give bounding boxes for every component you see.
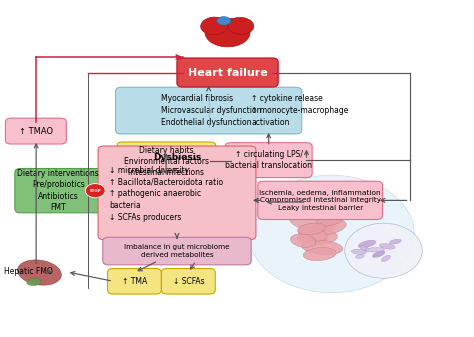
Ellipse shape (312, 220, 346, 235)
Text: Heart failure: Heart failure (188, 67, 267, 78)
Circle shape (85, 184, 105, 198)
Ellipse shape (356, 254, 364, 258)
Ellipse shape (297, 230, 337, 245)
Ellipse shape (365, 247, 384, 252)
Text: Dietary interventions
Pre/probiotics
Antibiotics
FMT: Dietary interventions Pre/probiotics Ant… (18, 169, 99, 212)
Ellipse shape (373, 251, 385, 257)
Ellipse shape (389, 239, 401, 244)
Ellipse shape (351, 249, 366, 254)
Ellipse shape (201, 17, 228, 35)
Text: ↑ TMAO: ↑ TMAO (19, 127, 53, 135)
Ellipse shape (358, 240, 376, 248)
FancyBboxPatch shape (116, 87, 302, 134)
FancyBboxPatch shape (258, 181, 383, 219)
Ellipse shape (205, 18, 250, 47)
Circle shape (249, 175, 414, 293)
Circle shape (345, 223, 422, 278)
Text: ↑ circulating LPS/
bacterial translocation: ↑ circulating LPS/ bacterial translocati… (225, 150, 312, 170)
Ellipse shape (382, 255, 391, 262)
Ellipse shape (228, 18, 254, 34)
Text: ↓ microbial diversity
↑ Bacillota/Bacteroidota ratio
↑ pathogenic anaerobic
bact: ↓ microbial diversity ↑ Bacillota/Bacter… (109, 166, 224, 222)
Text: ↑ TMA: ↑ TMA (122, 277, 147, 286)
Text: Hepatic FMO: Hepatic FMO (4, 267, 53, 276)
Ellipse shape (291, 234, 316, 247)
Ellipse shape (298, 223, 326, 235)
Text: Imbalance in gut microbiome
derived metabolites: Imbalance in gut microbiome derived meta… (124, 244, 230, 258)
Ellipse shape (360, 246, 369, 251)
Text: STOP: STOP (90, 189, 101, 193)
Text: Myocardial fibrosis
Microvascular dysfunction
Endothelial dysfunction: Myocardial fibrosis Microvascular dysfun… (161, 94, 262, 127)
FancyBboxPatch shape (103, 237, 251, 265)
Ellipse shape (217, 17, 231, 25)
Ellipse shape (303, 248, 336, 261)
Text: Dietary habits
Environmental factors
Intestinal infections: Dietary habits Environmental factors Int… (124, 146, 209, 177)
FancyBboxPatch shape (225, 143, 312, 178)
Ellipse shape (27, 278, 41, 286)
FancyBboxPatch shape (15, 168, 102, 213)
FancyBboxPatch shape (5, 118, 66, 144)
Ellipse shape (298, 227, 327, 241)
FancyBboxPatch shape (161, 269, 215, 294)
FancyBboxPatch shape (98, 146, 256, 240)
Ellipse shape (301, 240, 343, 255)
FancyBboxPatch shape (177, 58, 278, 87)
Ellipse shape (290, 213, 336, 232)
Text: Ischemia, oedema, inflammation
Compromised intestinal integrity
Leaky intestinal: Ischemia, oedema, inflammation Compromis… (259, 190, 381, 211)
FancyBboxPatch shape (117, 142, 216, 181)
Text: Dysbiosis: Dysbiosis (153, 153, 201, 162)
FancyBboxPatch shape (108, 269, 161, 294)
Ellipse shape (316, 212, 347, 226)
Ellipse shape (18, 260, 61, 285)
Text: ↑ cytokine release
↑ monocyte-macrophage
activation: ↑ cytokine release ↑ monocyte-macrophage… (251, 94, 348, 127)
Ellipse shape (380, 244, 395, 249)
Text: ↓ SCFAs: ↓ SCFAs (173, 277, 204, 286)
